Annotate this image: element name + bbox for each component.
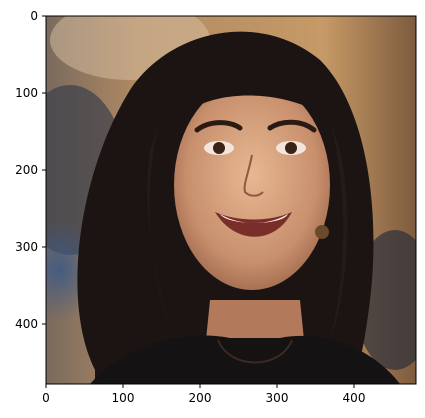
y-tick-label: 200 [15, 163, 38, 177]
x-tick-label: 400 [343, 391, 366, 405]
x-tick-label: 300 [266, 391, 289, 405]
x-tick-label: 100 [112, 391, 135, 405]
x-axis: 0 100 200 300 400 [42, 384, 365, 405]
y-tick-label: 100 [15, 86, 38, 100]
y-axis: 0 100 200 300 400 [15, 9, 46, 331]
y-tick-label: 300 [15, 240, 38, 254]
x-tick-label: 200 [189, 391, 212, 405]
y-tick-label: 400 [15, 317, 38, 331]
axes-frame [45, 15, 417, 385]
y-tick-label: 0 [30, 9, 38, 23]
portrait-photo [46, 16, 416, 384]
x-tick-label: 0 [42, 391, 50, 405]
